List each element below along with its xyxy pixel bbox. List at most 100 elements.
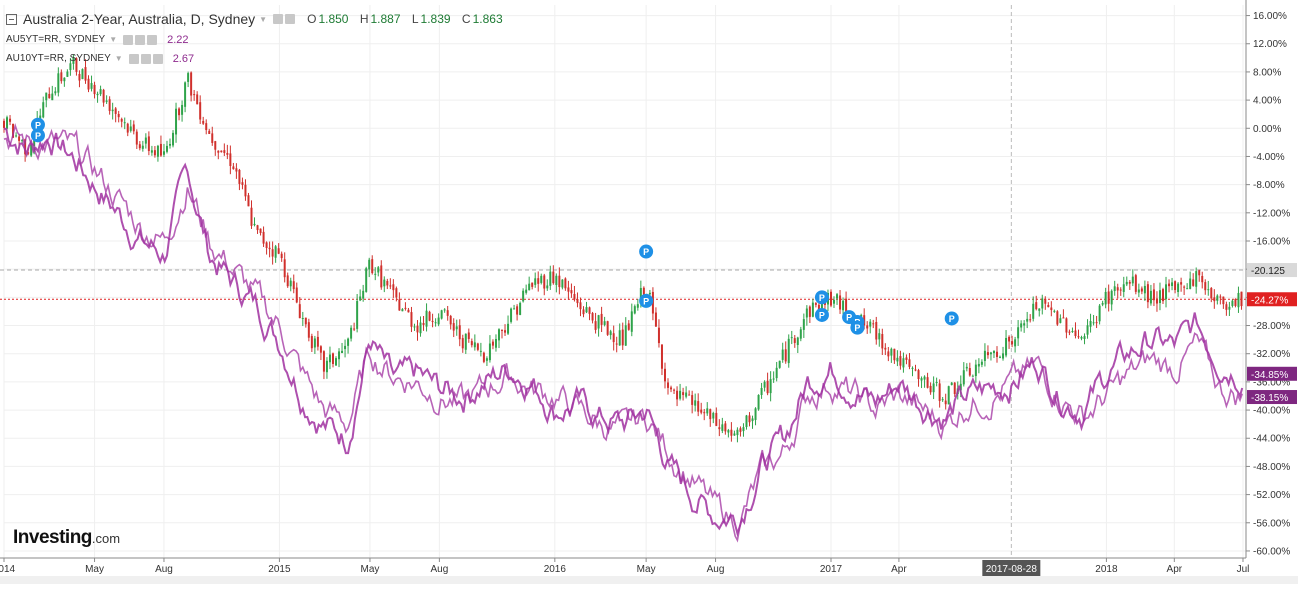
chevron-down-icon[interactable]: ▼ bbox=[109, 35, 118, 44]
candle-body bbox=[633, 306, 636, 314]
y-tick-label: -16.00% bbox=[1253, 236, 1290, 247]
candle-body bbox=[636, 304, 639, 308]
candle-body bbox=[473, 342, 476, 348]
candle-body bbox=[727, 430, 730, 433]
settings-icon[interactable] bbox=[273, 14, 284, 24]
candle-body bbox=[48, 93, 51, 99]
candle-body bbox=[513, 308, 516, 310]
candle-body bbox=[802, 319, 805, 330]
legend-row-au5y[interactable]: AU5YT=RR, SYDNEY ▼ 2.22 bbox=[6, 30, 511, 49]
candle-body bbox=[944, 400, 947, 405]
candle-body bbox=[558, 275, 561, 288]
candle-body bbox=[141, 145, 144, 149]
candle-body bbox=[546, 285, 549, 289]
candle-body bbox=[1240, 291, 1243, 307]
candlestick-series bbox=[3, 54, 1243, 443]
bottom-toolbar-strip bbox=[0, 576, 1298, 584]
candle-body bbox=[488, 343, 491, 361]
chevron-down-icon[interactable]: ▼ bbox=[114, 54, 123, 63]
event-marker-label: P bbox=[819, 310, 825, 320]
candle-body bbox=[793, 338, 796, 343]
chevron-down-icon[interactable]: ▼ bbox=[259, 14, 268, 24]
event-marker[interactable] bbox=[639, 244, 654, 259]
candle-body bbox=[582, 309, 585, 315]
candle-body bbox=[316, 336, 319, 347]
candle-body bbox=[1237, 292, 1240, 308]
candle-body bbox=[319, 346, 322, 353]
candle-body bbox=[78, 73, 81, 81]
candle-body bbox=[561, 279, 564, 288]
candle-body bbox=[18, 136, 21, 141]
investing-logo: Investing.com bbox=[13, 527, 120, 549]
main-series-legend[interactable]: Australia 2-Year, Australia, D, Sydney ▼… bbox=[6, 8, 511, 30]
hide-icon[interactable] bbox=[285, 14, 296, 24]
candle-body bbox=[150, 150, 153, 153]
candle-body bbox=[983, 350, 986, 361]
candle-body bbox=[75, 58, 78, 72]
legend: Australia 2-Year, Australia, D, Sydney ▼… bbox=[6, 8, 511, 68]
candle-body bbox=[712, 412, 715, 419]
event-marker[interactable] bbox=[30, 128, 45, 143]
candle-body bbox=[1234, 299, 1237, 306]
candle-body bbox=[836, 294, 839, 299]
event-marker[interactable] bbox=[639, 293, 654, 308]
event-marker[interactable] bbox=[944, 311, 959, 326]
event-marker[interactable] bbox=[814, 290, 829, 305]
settings-icon[interactable] bbox=[123, 34, 134, 45]
collapse-icon[interactable] bbox=[6, 13, 17, 25]
event-marker[interactable] bbox=[30, 117, 45, 132]
candle-body bbox=[893, 348, 896, 361]
candle-body bbox=[1168, 283, 1171, 287]
candle-body bbox=[670, 387, 673, 390]
candle-body bbox=[187, 73, 190, 82]
candle-body bbox=[220, 150, 223, 153]
candle-body bbox=[350, 327, 353, 339]
hide-icon[interactable] bbox=[140, 53, 151, 64]
candle-body bbox=[485, 358, 488, 361]
candle-body bbox=[673, 389, 676, 391]
y-tick-label: 16.00% bbox=[1253, 11, 1287, 22]
candle-body bbox=[642, 287, 645, 296]
candle-body bbox=[1222, 296, 1225, 305]
percent-change-label-bg bbox=[1247, 292, 1297, 307]
candle-body bbox=[528, 283, 531, 291]
candle-body bbox=[461, 338, 464, 349]
candle-body bbox=[501, 329, 504, 331]
candle-body bbox=[181, 104, 184, 115]
candle-body bbox=[908, 359, 911, 367]
x-tick-label: Aug bbox=[430, 564, 448, 575]
candle-body bbox=[1047, 304, 1050, 308]
candle-body bbox=[1152, 289, 1155, 301]
open-value: 1.850 bbox=[318, 12, 349, 26]
candle-body bbox=[872, 323, 875, 325]
event-marker[interactable] bbox=[850, 320, 865, 335]
candle-body bbox=[304, 317, 307, 325]
candle-body bbox=[401, 309, 404, 312]
event-marker[interactable] bbox=[814, 307, 829, 322]
candle-body bbox=[434, 322, 437, 324]
legend-row-au10y[interactable]: AU10YT=RR, SYDNEY ▼ 2.67 bbox=[6, 49, 511, 68]
candle-body bbox=[881, 334, 884, 349]
y-tick-label: 12.00% bbox=[1253, 39, 1287, 50]
candle-body bbox=[549, 271, 552, 286]
candle-body bbox=[1216, 295, 1219, 301]
hide-icon[interactable] bbox=[135, 34, 146, 45]
settings-icon[interactable] bbox=[128, 53, 139, 64]
candle-body bbox=[30, 144, 33, 156]
event-markers[interactable]: PPPPPPPPPP bbox=[30, 117, 959, 335]
close-icon[interactable] bbox=[147, 34, 158, 45]
comparison-lines bbox=[3, 123, 1244, 543]
candle-body bbox=[39, 115, 42, 121]
candle-body bbox=[1183, 286, 1186, 288]
candle-body bbox=[1035, 302, 1038, 310]
candle-body bbox=[896, 357, 899, 362]
candle-body bbox=[108, 99, 111, 111]
candle-body bbox=[1146, 284, 1149, 303]
candle-body bbox=[1180, 282, 1183, 285]
candle-body bbox=[845, 298, 848, 317]
candle-body bbox=[407, 309, 410, 313]
candle-body bbox=[615, 343, 618, 345]
close-icon[interactable] bbox=[152, 53, 163, 64]
